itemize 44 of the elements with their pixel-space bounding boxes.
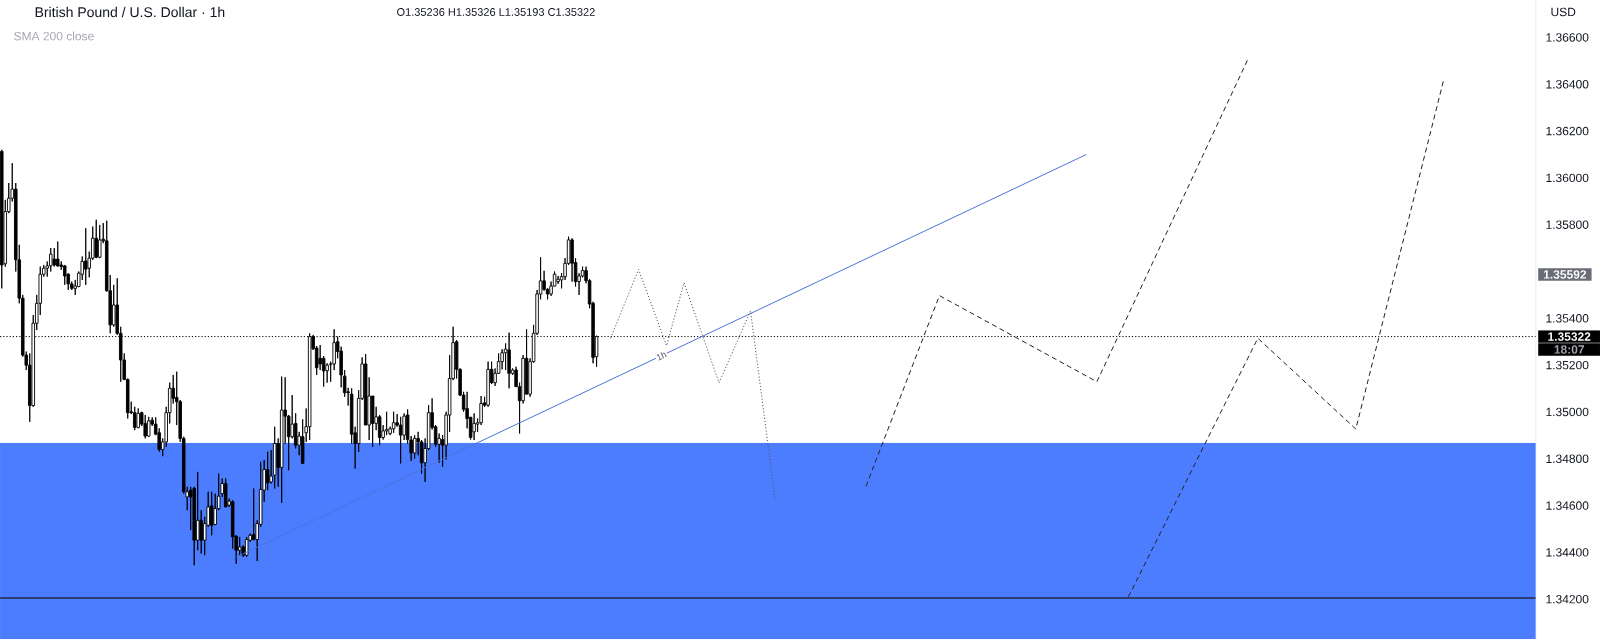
candlestick xyxy=(143,414,147,439)
candlestick xyxy=(398,416,403,464)
y-tick-label: 1.35800 xyxy=(1546,220,1589,229)
candlestick xyxy=(0,149,4,289)
text: USD xyxy=(1551,7,1576,17)
candlestick xyxy=(384,411,389,436)
chart-title: British Pound / U.S. Dollar · 1h xyxy=(35,6,225,18)
candlestick xyxy=(136,407,140,429)
candlestick xyxy=(223,477,228,508)
y-tick-label: 1.35200 xyxy=(1546,360,1589,370)
candlestick xyxy=(272,426,277,489)
y-tick-label: 1.36600 xyxy=(1546,33,1589,42)
ref-line-label: 1.35322 xyxy=(1548,332,1591,341)
candlestick xyxy=(97,224,102,259)
candlestick xyxy=(94,219,98,259)
y-tick-label: 1.34800 xyxy=(1546,454,1589,463)
candlestick xyxy=(83,227,88,286)
candlestick xyxy=(486,361,490,408)
annotation: SMA 200 close xyxy=(14,31,94,41)
candlestick xyxy=(412,434,417,459)
text: 18:07 xyxy=(1554,345,1585,354)
candlestick xyxy=(472,412,476,441)
text: 1h xyxy=(656,352,667,361)
candlestick xyxy=(279,376,284,504)
annotation: O1.35236 H1.35326 L1.35193 C1.35322 xyxy=(397,8,595,16)
y-tick-label: 1.35400 xyxy=(1546,314,1589,323)
candlestick xyxy=(570,237,574,283)
candlestick xyxy=(56,241,60,268)
candlestick xyxy=(63,264,67,286)
candlestick xyxy=(391,411,396,434)
y-tick-label: 1.35000 xyxy=(1546,407,1589,417)
candlestick xyxy=(209,491,214,536)
y-tick-label: 1.36000 xyxy=(1546,173,1589,183)
y-tick-label: 1.34400 xyxy=(1546,548,1589,557)
candlestick xyxy=(244,536,249,558)
line-series xyxy=(610,268,776,499)
candlestick xyxy=(146,416,151,438)
candlestick xyxy=(132,406,137,431)
candlestick xyxy=(556,275,560,285)
text: 1.35592 xyxy=(1543,270,1587,279)
y-tick-label: 1.36200 xyxy=(1546,126,1589,136)
y-tick-label: 1.34600 xyxy=(1546,501,1589,510)
y-tick-label: 1.34200 xyxy=(1546,594,1589,604)
y-tick-label: 1.36400 xyxy=(1546,80,1589,89)
